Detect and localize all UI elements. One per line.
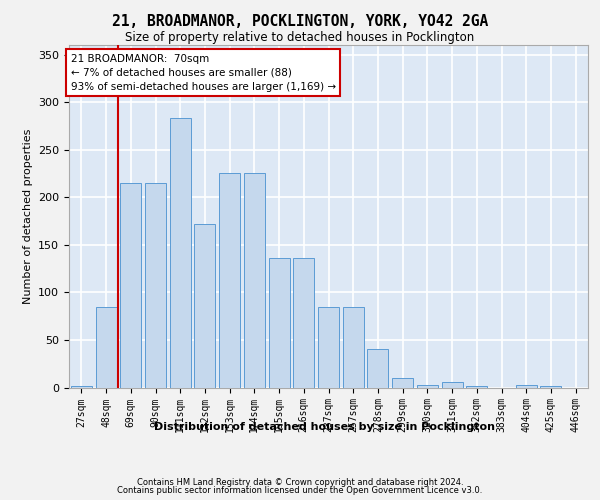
Bar <box>343 306 364 388</box>
Y-axis label: Number of detached properties: Number of detached properties <box>23 128 32 304</box>
Bar <box>269 258 290 388</box>
Text: Contains public sector information licensed under the Open Government Licence v3: Contains public sector information licen… <box>118 486 482 495</box>
Bar <box>318 306 339 388</box>
Bar <box>145 183 166 388</box>
Bar <box>293 258 314 388</box>
Bar <box>95 306 116 388</box>
Bar <box>219 174 240 388</box>
Bar <box>466 386 487 388</box>
Text: Distribution of detached houses by size in Pocklington: Distribution of detached houses by size … <box>154 422 494 432</box>
Bar <box>442 382 463 388</box>
Bar <box>120 183 141 388</box>
Text: Size of property relative to detached houses in Pocklington: Size of property relative to detached ho… <box>125 31 475 44</box>
Bar <box>367 350 388 388</box>
Bar <box>541 386 562 388</box>
Bar <box>244 174 265 388</box>
Text: 21, BROADMANOR, POCKLINGTON, YORK, YO42 2GA: 21, BROADMANOR, POCKLINGTON, YORK, YO42 … <box>112 14 488 29</box>
Bar <box>170 118 191 388</box>
Bar <box>194 224 215 388</box>
Bar <box>71 386 92 388</box>
Text: 21 BROADMANOR:  70sqm
← 7% of detached houses are smaller (88)
93% of semi-detac: 21 BROADMANOR: 70sqm ← 7% of detached ho… <box>71 54 335 92</box>
Text: Contains HM Land Registry data © Crown copyright and database right 2024.: Contains HM Land Registry data © Crown c… <box>137 478 463 487</box>
Bar <box>516 384 537 388</box>
Bar <box>392 378 413 388</box>
Bar <box>417 384 438 388</box>
